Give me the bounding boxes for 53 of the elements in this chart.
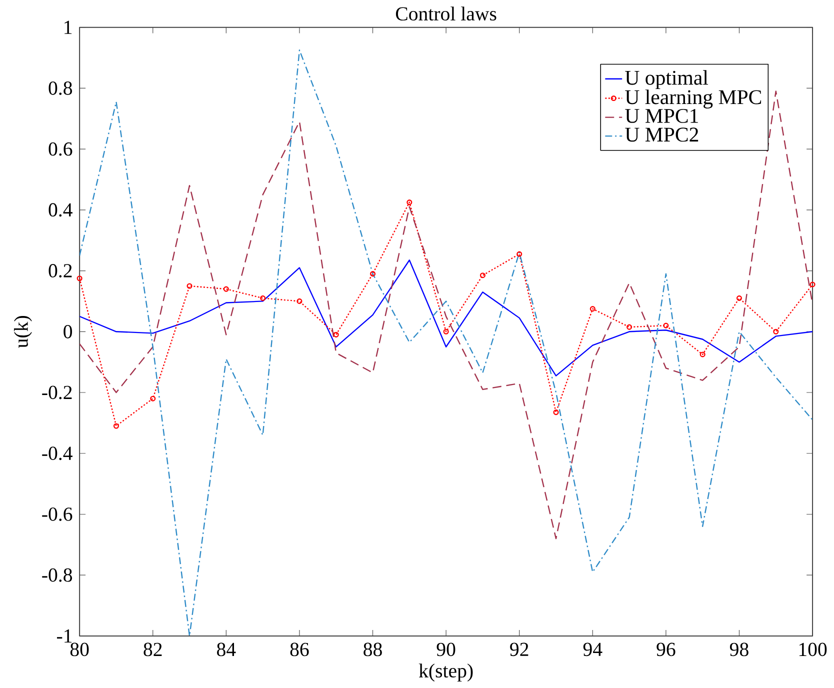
point <box>626 324 632 330</box>
y-axis-title: u(k) <box>14 316 32 348</box>
x-axis-title: k(step) <box>418 664 473 682</box>
x-tick-label: 86 <box>290 642 309 656</box>
point <box>113 423 119 429</box>
x-tick-label: 94 <box>583 642 602 656</box>
point <box>736 295 742 301</box>
legend-label: U optimal <box>625 70 708 89</box>
legend-label: U MPC1 <box>625 108 698 123</box>
y-tick-label: 1 <box>64 20 72 34</box>
line-series <box>80 259 813 376</box>
point <box>590 306 596 312</box>
point <box>663 322 669 328</box>
x-tick-label: 96 <box>656 642 676 656</box>
x-tick-label: 80 <box>70 642 89 656</box>
point <box>773 328 779 334</box>
y-tick-label: -0.8 <box>42 568 72 582</box>
point <box>700 352 706 358</box>
legend-label: U learning MPC <box>625 89 762 108</box>
y-tick-label: -0.4 <box>42 446 72 460</box>
point <box>296 298 302 304</box>
point <box>370 270 376 277</box>
point <box>76 276 82 282</box>
point <box>333 332 339 338</box>
line-series <box>80 90 813 540</box>
point <box>150 396 156 402</box>
point <box>223 286 229 292</box>
y-tick-label: 0.6 <box>48 142 72 156</box>
y-tick-label: -0.2 <box>42 386 72 400</box>
x-tick-label: 98 <box>730 642 748 656</box>
legend-label: U MPC2 <box>625 128 698 142</box>
point <box>186 283 192 289</box>
x-tick-label: 100 <box>799 642 827 656</box>
point <box>516 251 522 257</box>
y-tick-label: -0.6 <box>42 507 72 521</box>
point <box>406 199 412 206</box>
x-tick-label: 84 <box>217 642 236 656</box>
point <box>480 272 486 278</box>
y-tick-label: 0.8 <box>48 81 72 95</box>
y-tick-label: 0.4 <box>48 203 72 217</box>
point <box>443 328 449 334</box>
x-tick-label: 90 <box>436 642 456 656</box>
point <box>260 295 266 301</box>
y-tick-label: -1 <box>56 629 72 642</box>
y-tick-label: 0.2 <box>48 264 72 278</box>
chart-title: Control laws <box>396 6 496 20</box>
point <box>810 282 816 288</box>
x-tick-label: 88 <box>364 642 382 656</box>
line-series <box>80 49 813 636</box>
x-tick-label: 92 <box>510 642 528 656</box>
y-tick-label: 0 <box>64 324 72 338</box>
x-tick-label: 82 <box>144 642 162 656</box>
point <box>553 409 559 415</box>
